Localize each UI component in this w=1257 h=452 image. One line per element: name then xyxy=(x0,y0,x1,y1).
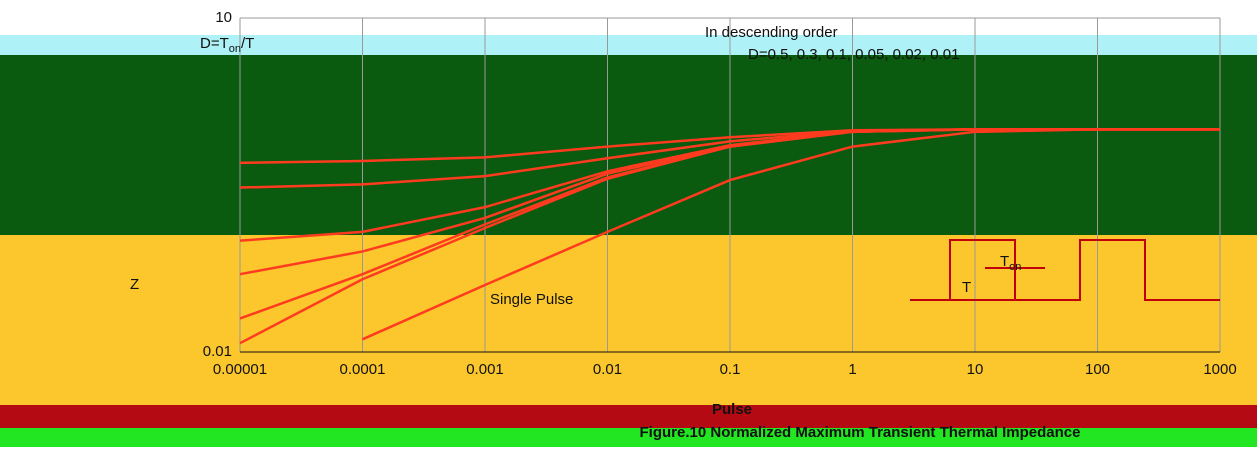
duty-tail: /T xyxy=(241,35,254,52)
legend-title: In descending order xyxy=(705,24,838,41)
band xyxy=(0,428,1257,447)
y-tick-label: 0.01 xyxy=(203,343,232,360)
x-tick-label: 10 xyxy=(967,361,984,378)
x-axis-label: Pulse xyxy=(712,401,752,418)
inset-on: Ton xyxy=(1000,253,1021,273)
annotation: Single Pulse xyxy=(490,291,573,308)
x-tick-label: 0.00001 xyxy=(213,361,267,378)
inset-period: T xyxy=(962,279,971,296)
inset-on-lead: T xyxy=(1000,253,1009,270)
series-line xyxy=(361,128,1220,341)
plot: 0.01 10 0.00001 0.0001 0.001 0.01 0.1 1 10 100 100… xyxy=(203,9,1237,378)
band xyxy=(0,405,1257,428)
duty-sub: on xyxy=(229,43,241,55)
x-tick-label: 1 xyxy=(848,361,856,378)
pulse-inset xyxy=(910,239,1220,301)
band xyxy=(0,235,1257,405)
duty-formula: D=Ton/T xyxy=(200,35,254,55)
legend-text: D=0.5, 0.3, 0.1, 0.05, 0.02, 0.01 xyxy=(748,46,959,63)
duty-lead: D=T xyxy=(200,35,229,52)
x-tick-label: 0.0001 xyxy=(340,361,386,378)
x-tick-label: 1000 xyxy=(1203,361,1236,378)
x-tick-label: 0.1 xyxy=(720,361,741,378)
band xyxy=(0,35,1257,55)
x-tick-label: 0.01 xyxy=(593,361,622,378)
x-tick-label: 0.001 xyxy=(466,361,504,378)
y-tick-label: 10 xyxy=(215,9,232,26)
pulse-wave xyxy=(910,239,1220,301)
inset-on-sub: on xyxy=(1009,261,1021,273)
y-axis-label: Z xyxy=(130,276,139,293)
chart-title: Figure.10 Normalized Maximum Transient T… xyxy=(640,424,1081,441)
x-tick-label: 100 xyxy=(1085,361,1110,378)
